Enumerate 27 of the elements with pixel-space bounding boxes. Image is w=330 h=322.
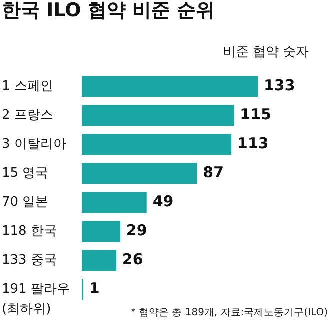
bar <box>82 250 116 271</box>
y-tick-label: 133 중국 <box>2 252 57 268</box>
data-label: 49 <box>152 192 174 210</box>
bar <box>82 105 234 126</box>
bar <box>82 76 258 97</box>
data-label: 133 <box>264 76 296 94</box>
y-tick-label: 2 프랑스 <box>2 108 54 123</box>
y-tick-label: 191 팔라우 <box>2 282 70 297</box>
data-label: 1 <box>89 279 100 298</box>
data-label: 26 <box>122 250 144 268</box>
data-label: 29 <box>126 221 148 240</box>
bar <box>82 163 198 184</box>
y-tick-label: 15 영국 <box>2 166 49 181</box>
chart-title: 한국 ILO 협약 비준 순위 <box>2 0 216 22</box>
y-tick-label: 118 한국 <box>2 224 57 239</box>
y-tick-label: 3 이탈리아 <box>2 136 66 152</box>
bar <box>82 192 147 213</box>
data-label: 113 <box>238 134 269 152</box>
x-axis-title: 비준 협약 숫자 <box>222 45 310 60</box>
bar <box>82 134 232 155</box>
text: (최하위) <box>2 302 52 317</box>
bar <box>82 221 120 242</box>
data-label: 87 <box>203 163 224 182</box>
y-tick-label: 1 스페인 <box>2 78 54 94</box>
data-label: 115 <box>240 105 272 124</box>
text: * 협약은 총 189개, 자료:국제노동기구(ILO) <box>130 308 328 319</box>
y-tick-label: 70 일본 <box>2 194 49 210</box>
